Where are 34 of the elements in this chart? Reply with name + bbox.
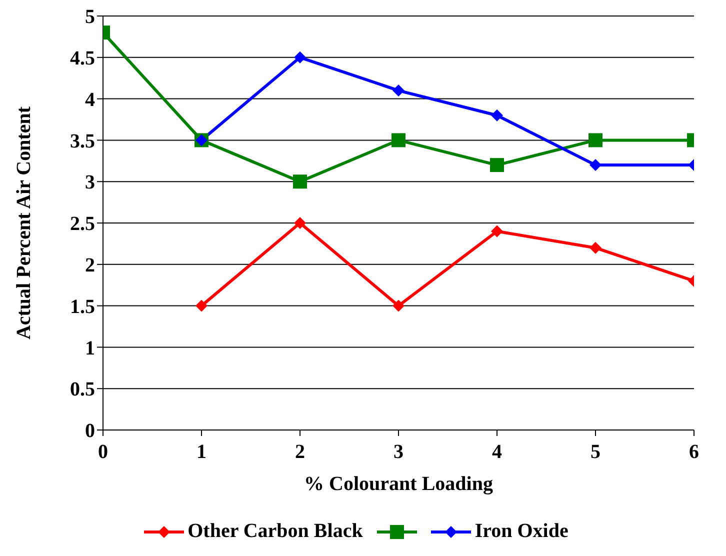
y-tick-label: 0: [85, 420, 95, 442]
y-tick-label: 1: [85, 337, 95, 360]
x-tick-label: 3: [394, 441, 404, 464]
point: [590, 159, 602, 172]
x-tick-label: 4: [492, 441, 502, 464]
x-tick-label: 2: [295, 441, 305, 464]
point: [294, 51, 306, 64]
point: [392, 133, 406, 148]
x-tick-label: 5: [590, 441, 600, 464]
legend-label: Iron Oxide: [474, 520, 568, 543]
y-tick-label: 3.5: [70, 130, 95, 152]
point: [490, 158, 504, 172]
x-tick-label: 6: [689, 441, 699, 464]
point: [196, 300, 208, 312]
y-tick-label: 0.5: [70, 378, 95, 401]
point: [491, 109, 503, 122]
point: [392, 300, 404, 312]
y-tick-label: 1.5: [70, 296, 95, 318]
y-tick-label: 5: [85, 6, 95, 28]
point: [491, 225, 503, 238]
legend-label: Other Carbon Black: [186, 520, 363, 543]
point: [588, 133, 602, 148]
point: [293, 174, 307, 189]
point: [294, 217, 306, 229]
x-tick-label: 1: [196, 441, 206, 464]
y-axis-title: Actual Percent Air Content: [13, 106, 36, 340]
y-tick-label: 2: [85, 254, 95, 276]
y-tick-label: 3: [85, 172, 95, 194]
x-axis-title: % Colourant Loading: [304, 473, 493, 495]
y-tick-label: 4.5: [70, 48, 95, 70]
y-tick-label: 2.5: [70, 213, 95, 236]
point: [392, 84, 404, 97]
y-tick-label: 4: [85, 88, 95, 111]
point: [590, 242, 602, 254]
